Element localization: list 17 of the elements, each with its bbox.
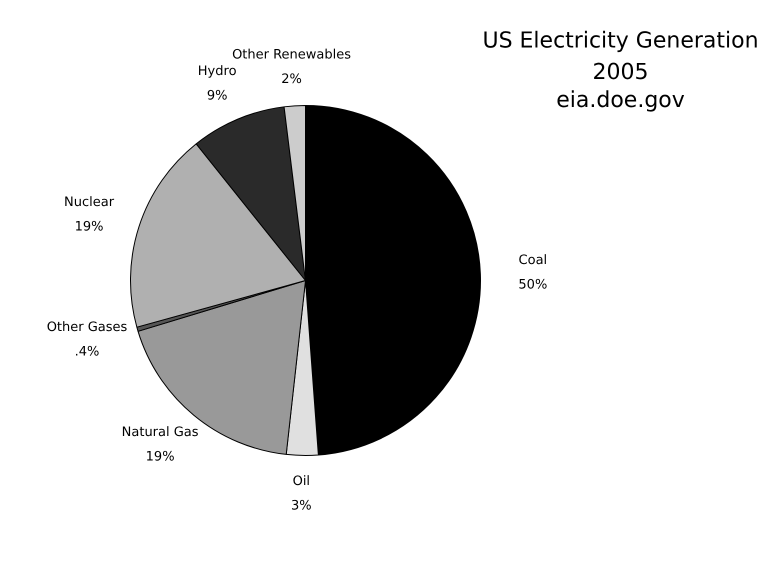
- slice-label: Nuclear: [64, 195, 115, 210]
- text: eia.doe.gov: [556, 88, 685, 113]
- slice-label: Hydro: [198, 64, 237, 80]
- slice-label: Coal: [518, 252, 548, 268]
- data-label: 2%: [281, 72, 302, 88]
- data-label: 19%: [74, 220, 104, 235]
- data-label: 19%: [146, 449, 175, 464]
- text: US Electricity Generation: [482, 28, 759, 54]
- data-label: 9%: [206, 88, 228, 104]
- slice-label: Natural Gas: [122, 424, 199, 440]
- slice-label: Other Gases: [46, 320, 128, 336]
- slice-label: Oil: [292, 474, 310, 490]
- text: 2005: [592, 60, 649, 85]
- data-label: .4%: [74, 344, 100, 360]
- data-label: 50%: [518, 277, 548, 292]
- data-label: 3%: [291, 498, 312, 514]
- slice-label: Other Renewables: [232, 48, 352, 63]
